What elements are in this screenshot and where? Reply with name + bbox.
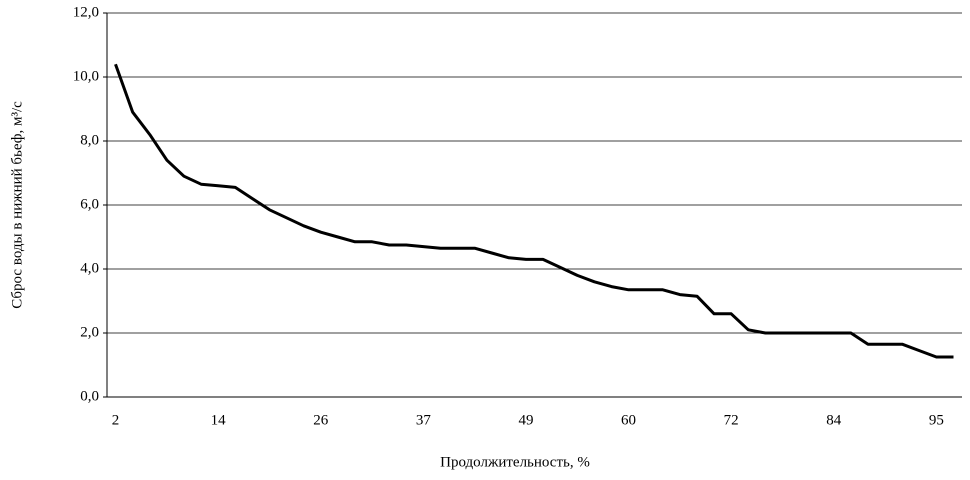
x-tick-label: 95 <box>929 412 944 428</box>
x-tick-label: 2 <box>112 412 120 428</box>
y-tick-label: 8,0 <box>80 132 99 148</box>
x-axis-label: Продолжительность, % <box>440 454 590 470</box>
x-tick-label: 37 <box>416 412 432 428</box>
x-tick-label: 49 <box>518 412 533 428</box>
x-tick-label: 60 <box>621 412 636 428</box>
line-series <box>114 63 954 359</box>
y-tick-label: 4,0 <box>80 260 99 276</box>
y-tick-label: 6,0 <box>80 196 99 212</box>
x-tick-label: 14 <box>211 412 227 428</box>
y-tick-label: 0,0 <box>80 388 99 404</box>
y-tick-label: 10,0 <box>73 68 99 84</box>
x-tick-label: 84 <box>826 412 842 428</box>
x-tick-label: 72 <box>724 412 739 428</box>
x-tick-label: 26 <box>313 412 329 428</box>
y-tick-label: 2,0 <box>80 324 99 340</box>
y-axis-label: Сброс воды в нижний бьеф, м³/с <box>9 101 25 309</box>
y-tick-label: 12,0 <box>73 4 99 20</box>
